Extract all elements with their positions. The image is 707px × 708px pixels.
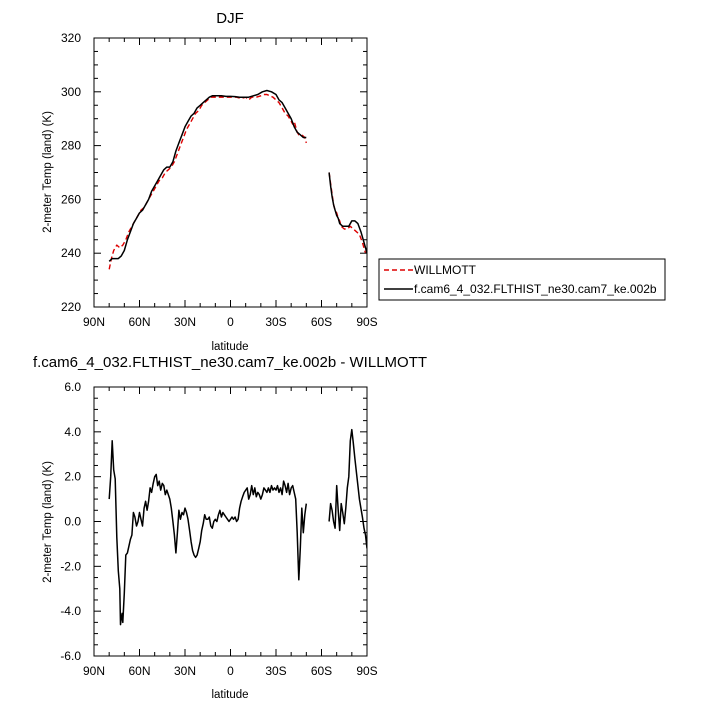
legend-label-model: f.cam6_4_032.FLTHIST_ne30.cam7_ke.002b xyxy=(414,282,657,296)
top-chart-title: DJF xyxy=(216,10,244,27)
bottom-chart-title: f.cam6_4_032.FLTHIST_ne30.cam7_ke.002b -… xyxy=(33,354,427,371)
bottom-series-0-line-0 xyxy=(108,440,308,626)
bottom-x-tick-label: 90S xyxy=(356,664,377,678)
bottom-x-tick-label: 60S xyxy=(311,664,332,678)
bottom-chart-plot-area: 90N 60N 30N 0 30S 60S 90S -6.0 -4.0 -2.0 0.0 2.0 4.0… xyxy=(60,380,377,678)
bottom-x-tick-label: 30N xyxy=(174,664,196,678)
bottom-x-tick-label: 60N xyxy=(128,664,150,678)
top-x-tick-label: 60S xyxy=(311,315,332,329)
top-y-tick-label: 300 xyxy=(61,85,81,99)
bottom-y-tick-label: 4.0 xyxy=(64,425,81,439)
chart-legend: WILLMOTT f.cam6_4_032.FLTHIST_ne30.cam7_… xyxy=(378,258,666,301)
top-chart-x-axis-label: latitude xyxy=(211,341,248,353)
top-series-0-line-1 xyxy=(328,172,367,254)
bottom-chart-x-axis-label: latitude xyxy=(211,689,248,701)
top-y-tick-label: 220 xyxy=(61,300,81,314)
bottom-x-tick-label: 90N xyxy=(83,664,105,678)
top-y-tick-label: 280 xyxy=(61,139,81,153)
bottom-chart-y-axis-label: 2-meter Temp (land) (K) xyxy=(42,461,54,583)
top-x-tick-label: 30S xyxy=(265,315,286,329)
bottom-series-0-line-1 xyxy=(328,428,367,549)
top-chart-panel: DJF 90N 60N 30N 0 30S 60S 90S 220 240 260 280 300 32… xyxy=(42,10,378,353)
top-series-1-line-1 xyxy=(328,172,367,254)
top-x-tick-label: 0 xyxy=(227,315,234,329)
top-x-tick-label: 60N xyxy=(128,315,150,329)
top-plot-frame xyxy=(93,37,368,308)
bottom-y-tick-label: 0.0 xyxy=(64,515,81,529)
legend-box xyxy=(378,258,666,301)
top-chart-y-axis-label: 2-meter Temp (land) (K) xyxy=(42,111,54,233)
top-y-tick-label: 240 xyxy=(61,246,81,260)
top-y-tick-label: 260 xyxy=(61,192,81,206)
top-series-group xyxy=(108,89,367,270)
top-x-tick-label: 30N xyxy=(174,315,196,329)
top-x-tick-label: 90N xyxy=(83,315,105,329)
bottom-y-tick-label: 2.0 xyxy=(64,470,81,484)
top-series-0-line-0 xyxy=(108,93,307,270)
bottom-y-tick-label: -2.0 xyxy=(60,559,81,573)
top-chart-plot-area: 90N 60N 30N 0 30S 60S 90S 220 240 260 280 300 320 xyxy=(61,31,378,329)
bottom-series-group xyxy=(108,428,367,626)
bottom-chart-panel: f.cam6_4_032.FLTHIST_ne30.cam7_ke.002b -… xyxy=(33,354,427,701)
legend-label-willmott: WILLMOTT xyxy=(414,263,477,277)
bottom-y-tick-label: -6.0 xyxy=(60,649,81,663)
bottom-y-tick-label: 6.0 xyxy=(64,380,81,394)
bottom-y-tick-label: -4.0 xyxy=(60,604,81,618)
top-series-1-line-0 xyxy=(108,89,307,262)
bottom-x-tick-label: 0 xyxy=(227,664,234,678)
top-x-tick-label: 90S xyxy=(356,315,377,329)
bottom-x-tick-label: 30S xyxy=(265,664,286,678)
top-y-tick-label: 320 xyxy=(61,31,81,45)
